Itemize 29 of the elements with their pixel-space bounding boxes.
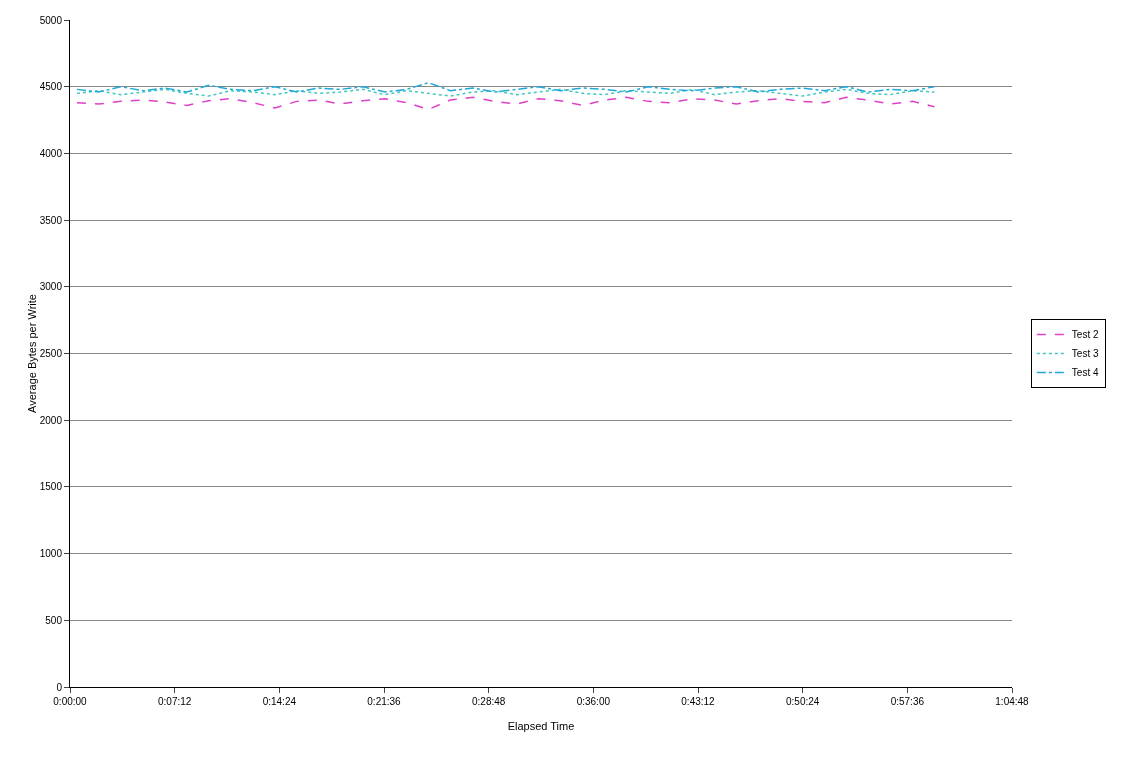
y-tick-label: 5000 xyxy=(39,14,63,26)
line-series xyxy=(76,96,936,111)
legend-label: Test 4 xyxy=(1071,367,1099,379)
y-tick-label: 3500 xyxy=(39,214,63,226)
y-tick-label: 500 xyxy=(45,614,63,626)
y-axis-title: Average Bytes per Write xyxy=(25,294,38,413)
y-tick-label: 3000 xyxy=(39,281,63,293)
legend-label: Test 2 xyxy=(1071,329,1099,341)
y-tick-label: 2500 xyxy=(39,348,63,359)
legend-label: Test 3 xyxy=(1071,348,1099,360)
x-tick-label: 0:36:00 xyxy=(576,696,611,707)
x-tick-label: 0:28:48 xyxy=(471,696,506,707)
y-tick-label: 1000 xyxy=(39,548,63,560)
x-tick-label: 0:00:00 xyxy=(53,696,88,707)
x-tick-label: 0:14:24 xyxy=(262,696,297,707)
x-axis-title: Elapsed Time xyxy=(507,720,575,732)
y-tick-label: 4500 xyxy=(39,81,63,93)
y-tick-label: 4000 xyxy=(39,147,63,159)
x-tick-label: 0:57:36 xyxy=(890,696,925,707)
x-tick-label: 0:43:12 xyxy=(681,696,716,707)
y-tick-label: 1500 xyxy=(39,481,63,493)
y-tick-label: 2000 xyxy=(39,414,63,426)
x-tick-label: 1:04:48 xyxy=(995,696,1030,707)
y-tick-label: 0 xyxy=(56,681,63,693)
line-series xyxy=(76,88,936,97)
x-tick-label: 0:21:36 xyxy=(367,696,402,707)
x-tick-label: 0:07:12 xyxy=(157,696,192,707)
line-series xyxy=(76,81,936,93)
x-tick-label: 0:50:24 xyxy=(785,696,820,707)
